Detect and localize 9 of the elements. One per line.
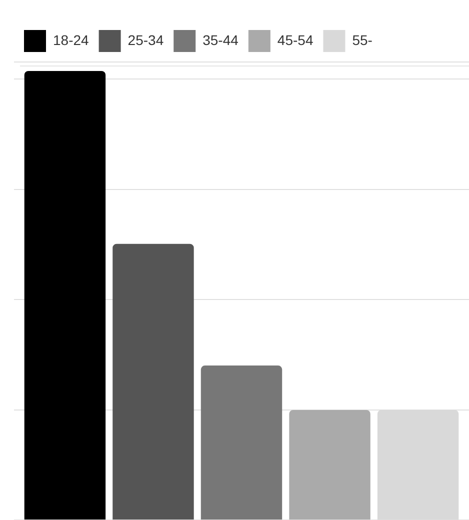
legend-label: 45-54: [277, 32, 314, 48]
bar: [24, 70, 106, 520]
bar: [289, 410, 370, 520]
bar: [112, 244, 194, 520]
legend-label: 18-24: [53, 32, 90, 48]
legend-label: 35-44: [202, 32, 239, 48]
bar: [200, 366, 282, 520]
legend-label: 55-: [352, 32, 373, 48]
legend-label: 25-34: [128, 32, 164, 48]
